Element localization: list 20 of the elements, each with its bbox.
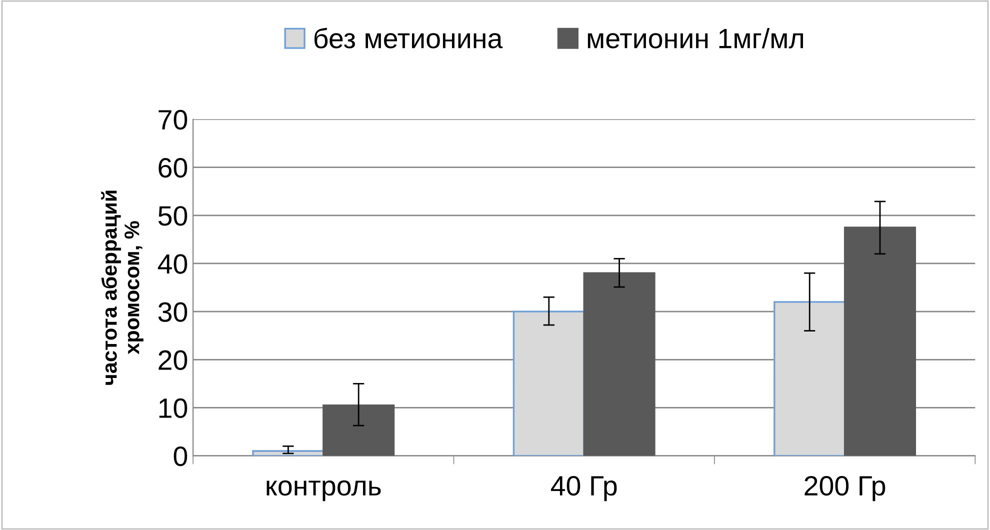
- y-tick-label: 70: [158, 110, 188, 130]
- bar: [583, 272, 656, 456]
- bar: [512, 310, 585, 456]
- bar: [252, 450, 324, 456]
- bar: [844, 226, 916, 456]
- y-tick-label: 40: [158, 254, 188, 274]
- legend-label: метионин 1мг/мл: [588, 28, 803, 48]
- y-tick-label: 10: [159, 398, 188, 418]
- bar: [774, 301, 846, 456]
- y-tick-label: 50: [158, 206, 188, 226]
- y-tick-label: 60: [158, 158, 188, 178]
- legend-label: без метионина: [314, 28, 503, 48]
- y-tick-label: 20: [158, 350, 188, 370]
- y-axis-title: частота аберраций хромосом, %: [101, 190, 144, 385]
- y-tick-label: 30: [158, 302, 188, 322]
- x-tick-label: 40 Гр: [550, 476, 617, 502]
- bar: [322, 404, 395, 456]
- x-tick-label: контроль: [266, 480, 381, 502]
- y-tick-label: 0: [174, 446, 188, 466]
- x-tick-label: 200 Гр: [804, 476, 886, 502]
